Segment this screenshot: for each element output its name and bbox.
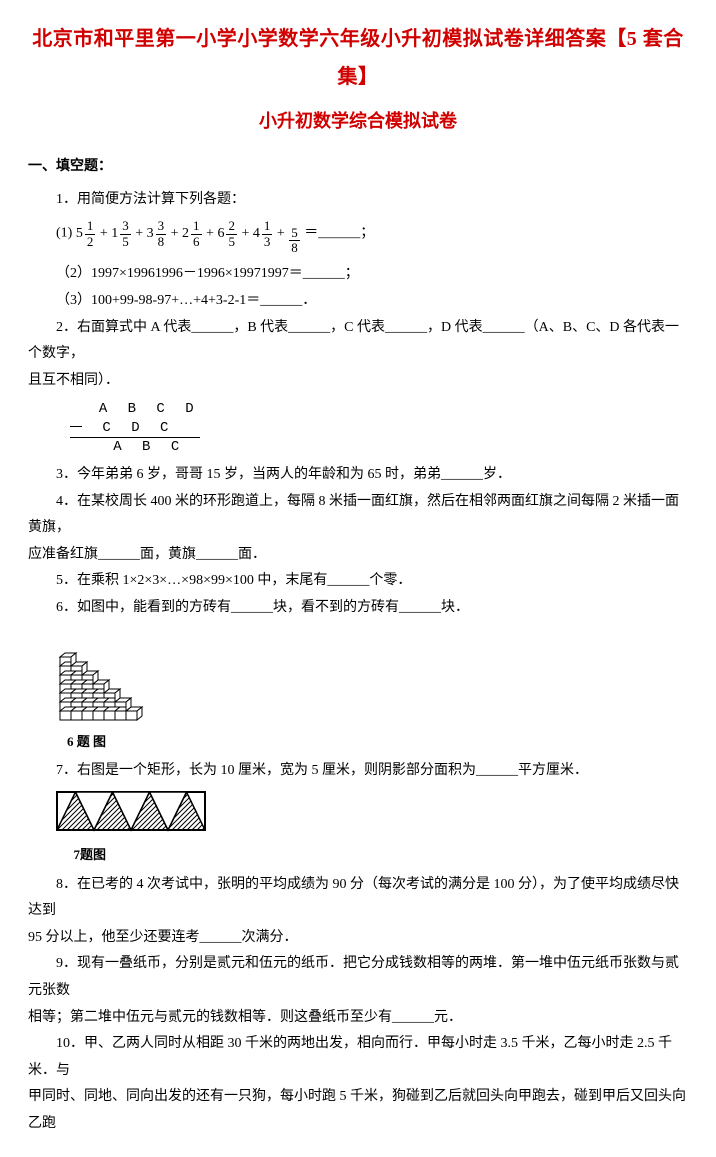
q1-1-terms: 512 + 135 + 338 + 216 + 625 + 413 + 58 — [76, 226, 301, 241]
q10-line2: 甲同时、同地、同向出发的还有一只狗，每小时跑 5 千米，狗碰到乙后就回头向甲跑去… — [28, 1084, 688, 1137]
mixed-fraction: 338 — [147, 219, 168, 249]
q7: 7．右图是一个矩形，长为 10 厘米，宽为 5 厘米，则阴影部分面积为_____… — [28, 758, 688, 785]
section-heading: 一、填空题： — [28, 154, 688, 181]
mixed-fraction: 58 — [288, 226, 301, 256]
arith-row2: C D C — [70, 419, 200, 437]
arithmetic-block: A B C D C D C A B C — [70, 400, 200, 456]
q7-caption: 7题图 — [74, 843, 689, 868]
q6-figure — [56, 628, 688, 728]
mixed-fraction: 135 — [111, 219, 132, 249]
q3: 3．今年弟弟 6 岁，哥哥 15 岁，当两人的年龄和为 65 时，弟弟_____… — [28, 462, 688, 489]
arith-row3: A B C — [70, 437, 200, 456]
q9-line1: 9．现有一叠纸币，分别是贰元和伍元的纸币．把它分成钱数相等的两堆．第一堆中伍元纸… — [28, 951, 688, 1004]
page-title: 北京市和平里第一小学小学数学六年级小升初模拟试卷详细答案【5 套合集】 — [28, 20, 688, 96]
page-subtitle: 小升初数学综合模拟试卷 — [28, 104, 688, 138]
q8-line1: 8．在已考的 4 次考试中，张明的平均成绩为 90 分（每次考试的满分是 100… — [28, 872, 688, 925]
q8-line2: 95 分以上，他至少还要连考______次满分． — [28, 925, 688, 952]
q2-line2: 且互不相同）． — [28, 368, 688, 395]
q1-3: （3）100+99-98-97+…+4+3-2-1＝______． — [28, 288, 688, 315]
q1-2: （2）1997×19961996－1996×19971997＝______； — [28, 261, 688, 288]
q5: 5．在乘积 1×2×3×…×98×99×100 中，末尾有______个零． — [28, 568, 688, 595]
q2-line1: 2．右面算式中 A 代表______，B 代表______，C 代表______… — [28, 315, 688, 368]
q6: 6．如图中，能看到的方砖有______块，看不到的方砖有______块． — [28, 595, 688, 622]
q10-line1: 10．甲、乙两人同时从相距 30 千米的两地出发，相向而行．甲每小时走 3.5 … — [28, 1031, 688, 1084]
q1-1-prefix: (1) — [56, 226, 72, 241]
q1-1-formula: (1) 512 + 135 + 338 + 216 + 625 + 413 + … — [56, 219, 688, 255]
mixed-fraction: 625 — [217, 219, 238, 249]
arith-row1: A B C D — [70, 400, 200, 418]
q4-line1: 4．在某校周长 400 米的环形跑道上，每隔 8 米插一面红旗，然后在相邻两面红… — [28, 489, 688, 542]
q6-caption: 6 题 图 — [67, 730, 688, 755]
q7-figure — [56, 791, 688, 841]
q4-line2: 应准备红旗______面，黄旗______面． — [28, 542, 688, 569]
mixed-fraction: 512 — [76, 219, 97, 249]
minus-sign — [70, 426, 82, 427]
mixed-fraction: 413 — [253, 219, 274, 249]
q9-line2: 相等；第二堆中伍元与贰元的钱数相等．则这叠纸币至少有______元． — [28, 1005, 688, 1032]
mixed-fraction: 216 — [182, 219, 203, 249]
q1-intro: 1．用简便方法计算下列各题： — [28, 187, 688, 214]
q1-1-suffix: ＝______； — [304, 226, 374, 241]
